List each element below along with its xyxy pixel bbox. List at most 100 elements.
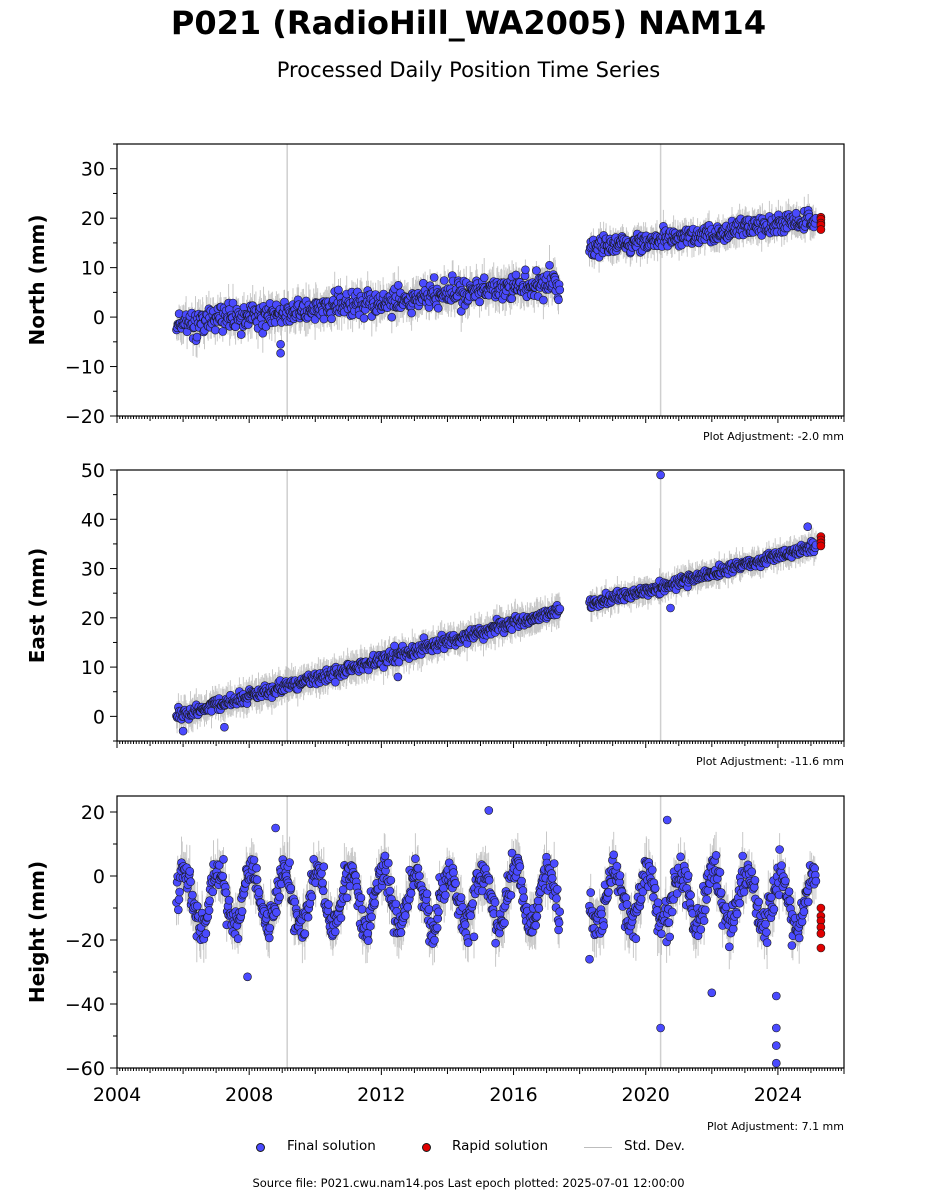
final-point [784,887,794,896]
final-point [319,314,329,324]
final-point [552,884,562,894]
final-point [185,866,195,876]
y-tick-label: 0 [93,866,105,888]
final-point [739,887,749,897]
std-dev-path [176,194,817,358]
y-tick-label: −10 [65,357,105,379]
final-point [303,912,313,922]
final-point [777,861,786,870]
legend-rapid-label: Rapid solution [452,1138,548,1154]
final-point [715,867,725,877]
final-point [390,641,399,651]
y-tick-label: 20 [81,208,105,230]
final-point [186,877,195,887]
final-point [612,861,622,871]
final-point [430,935,439,945]
final-point [383,858,393,868]
final-point [794,933,804,943]
y-tick-label: 30 [81,559,105,581]
final-point [484,806,494,815]
final-point [385,886,395,896]
final-point [441,890,450,900]
final-point [631,934,641,944]
final-point [662,815,672,825]
final-point [324,900,333,909]
y-axis-label: East (mm) [25,548,49,664]
y-axis-label: Height (mm) [25,861,49,1003]
final-point [521,265,530,275]
final-point [331,677,340,687]
final-point [554,925,563,935]
final-point [211,325,220,335]
final-point [769,904,779,914]
final-point [415,871,424,881]
final-point [208,887,218,897]
final-point [554,918,564,928]
final-point [738,851,748,861]
final-point [411,854,420,864]
final-point [803,897,813,907]
source-note: Source file: P021.cwu.nam14.pos Last epo… [252,1176,685,1190]
y-tick-label: 30 [81,159,105,181]
final-point [781,876,790,886]
final-point [310,315,320,324]
final-point [466,911,476,921]
panel-height: −60 −40 −20 0 20 2004 2008 2012 2016 2020 2024 Heig… [25,795,845,1133]
final-point [276,339,285,349]
final-point [656,470,665,480]
final-point [552,894,561,903]
final-point [456,306,466,316]
final-point [771,1058,781,1068]
final-point [638,887,648,897]
final-point [286,883,296,893]
final-point [363,929,373,938]
final-point [650,883,660,893]
final-point [555,285,565,295]
final-point [750,875,760,885]
y-tick-label: 10 [81,657,105,679]
final-point [327,314,336,324]
plot-adjustment-note: Plot Adjustment: -2.0 mm [703,430,844,443]
final-point [218,327,228,336]
final-point [517,876,526,886]
final-point [555,604,565,614]
final-point [252,863,261,873]
final-point [201,929,211,938]
final-point [363,936,373,946]
final-point [491,938,500,948]
final-point [785,896,795,906]
final-point [318,886,328,896]
final-point [672,889,682,898]
final-point [460,920,470,930]
final-point [224,895,234,905]
final-point [766,892,776,902]
final-point [188,890,197,900]
std-dev-bars [176,194,817,358]
final-point [696,925,706,934]
final-point [771,991,781,1001]
final-point [479,273,489,283]
final-point [507,848,517,858]
final-point [422,889,432,899]
final-point [193,901,202,911]
rapid-solution-points [816,903,826,953]
final-point [219,854,228,864]
final-point [799,907,809,916]
final-point [664,918,674,927]
final-point [218,871,228,881]
y-tick-label: 40 [81,509,105,531]
final-point [449,868,458,877]
final-point [599,921,609,931]
final-point [707,988,717,998]
final-point [622,900,632,909]
plot-adjustment-note: Plot Adjustment: 7.1 mm [707,1120,844,1133]
legend-rapid-marker [422,1143,431,1152]
y-tick-label: 10 [81,258,105,280]
final-point [204,906,214,915]
final-point [220,722,229,732]
final-point [307,892,317,902]
final-point [249,855,259,865]
rapid-solution-points [816,532,826,551]
final-point [762,938,772,948]
final-point [451,879,460,888]
